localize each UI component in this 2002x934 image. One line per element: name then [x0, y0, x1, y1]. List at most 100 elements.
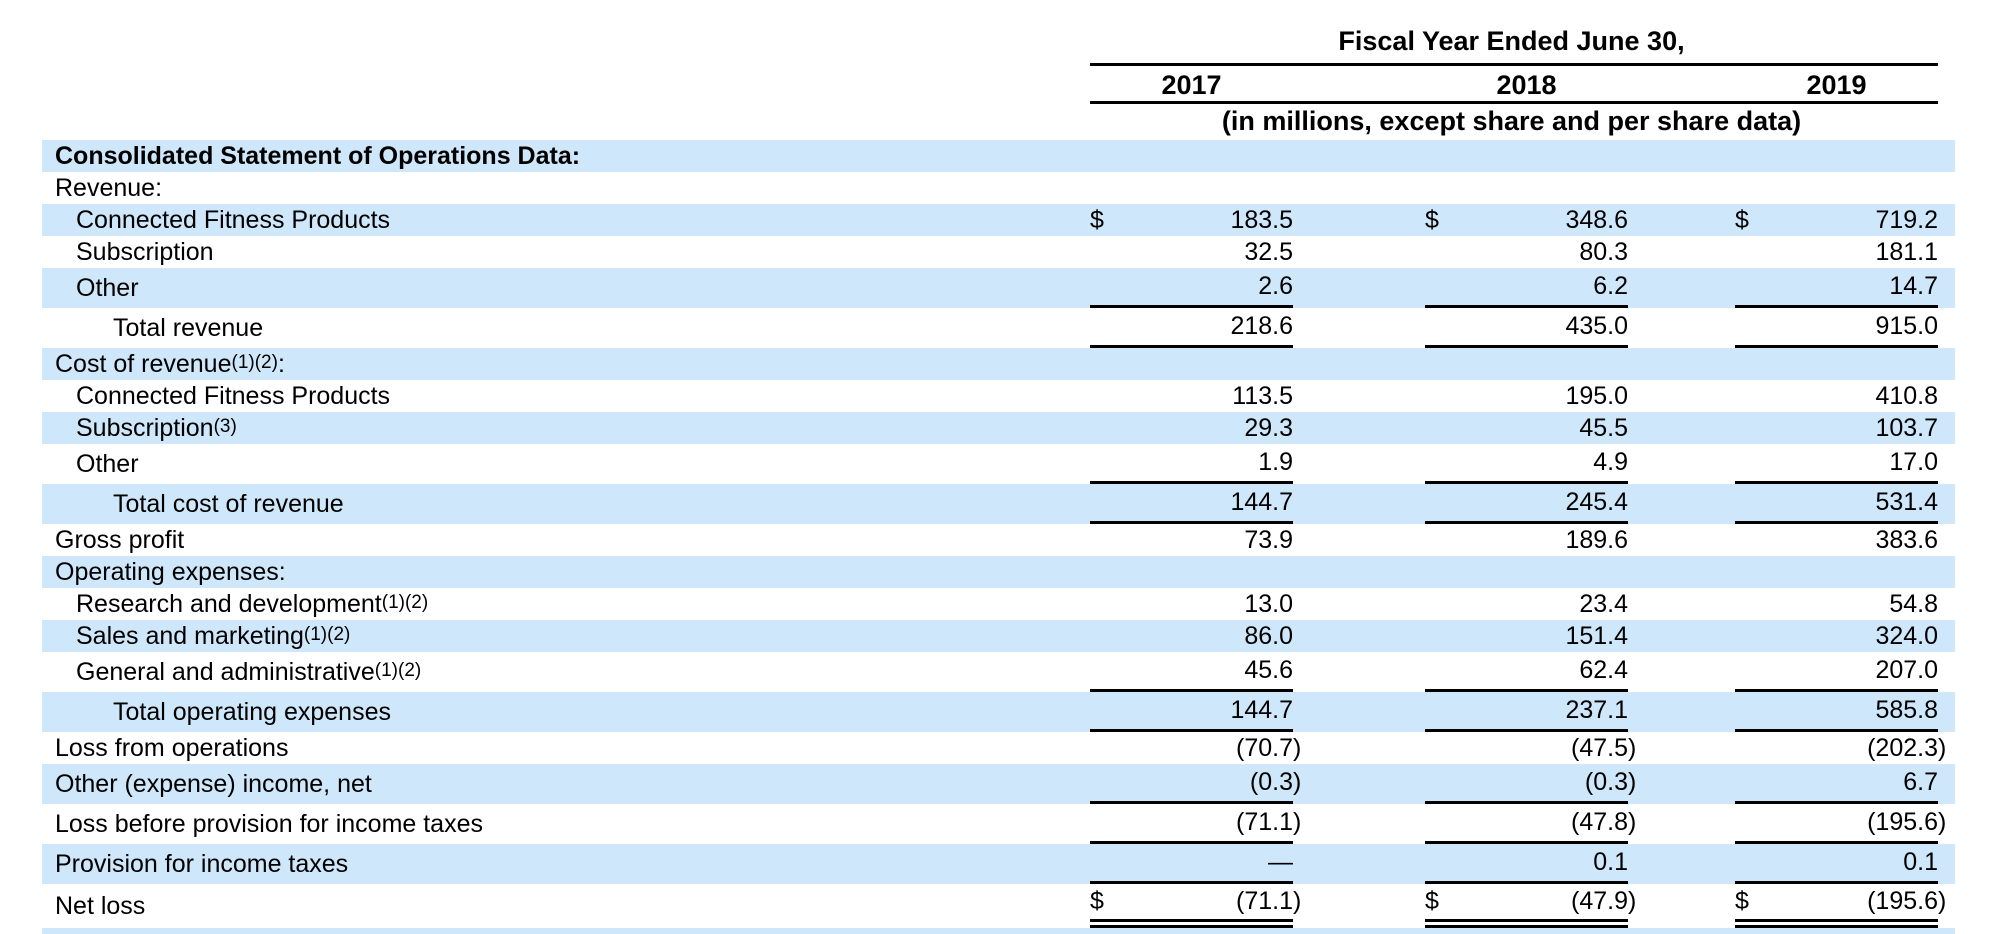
value-cell-2017: 1.9 — [1085, 444, 1310, 484]
value-cell-2018: 45.5 — [1420, 412, 1645, 444]
currency-symbol: $ — [1735, 205, 1749, 234]
column-gap — [1310, 380, 1420, 412]
column-gap — [1310, 692, 1420, 732]
value-box: 0.1 — [1425, 844, 1628, 884]
column-gap — [1645, 140, 1730, 172]
row-label: Sales and marketing (1) (2) — [76, 621, 351, 650]
right-margin — [1955, 380, 2002, 412]
value-box: $ (47.9) — [1425, 884, 1637, 928]
value-cell-2017: 2.6 — [1085, 268, 1310, 308]
value-box: (47.5) — [1425, 732, 1636, 764]
row-label: Subscription — [76, 237, 214, 266]
value-box: — — [1090, 844, 1293, 884]
column-gap — [1645, 308, 1730, 348]
value-box: (202.3) — [1735, 732, 1947, 764]
value-cell-2017: 218.6 — [1085, 308, 1310, 348]
value-box: (71.1) — [1090, 804, 1302, 844]
table-row: Net loss $ (71.1) $ (47.9) $ (195.6) — [0, 884, 2002, 928]
amount-value: 113.5 — [1232, 381, 1293, 410]
value-cell-2017 — [1085, 140, 1310, 172]
column-gap — [1645, 620, 1730, 652]
table-row: Revenue: — [0, 172, 2002, 204]
value-box: (47.8) — [1425, 804, 1636, 844]
value-cell-2019: 0.1 — [1730, 844, 1955, 884]
amount-value: 195.0 — [1565, 381, 1628, 410]
column-gap — [1310, 348, 1420, 380]
table-row: Subscription (3) 29.3 45.5 103.7 — [0, 412, 2002, 444]
value-box: (195.6) — [1735, 804, 1946, 844]
right-margin — [1955, 732, 2002, 764]
value-cell-2018 — [1420, 172, 1645, 204]
column-gap — [1310, 140, 1420, 172]
amount-value: 103.7 — [1875, 413, 1938, 442]
amount-value: 29.3 — [1244, 413, 1293, 442]
value-cell-2019: (195.6) — [1730, 804, 1955, 844]
column-gap — [1645, 380, 1730, 412]
footnote-marker: (1) — [303, 624, 328, 645]
footnote-marker: (2) — [404, 592, 429, 613]
value-cell-2017: 45.6 — [1085, 652, 1310, 692]
year-column-header-2017: 2017 — [1161, 70, 1222, 100]
column-gap — [1645, 692, 1730, 732]
value-cell-2018 — [1420, 140, 1645, 172]
row-label: Gross profit — [55, 525, 185, 554]
amount-value: 151.4 — [1565, 621, 1628, 650]
amount-value: (202.3) — [1867, 733, 1947, 762]
right-margin — [1955, 844, 2002, 884]
column-gap — [1310, 844, 1420, 884]
value-cell-2018: 195.0 — [1420, 380, 1645, 412]
footnote-marker: (1) — [231, 352, 255, 373]
value-cell-2018: 62.4 — [1420, 652, 1645, 692]
table-row: Loss before provision for income taxes (7… — [0, 804, 2002, 844]
table-row: Cost of revenue (1) (2): — [0, 348, 2002, 380]
value-cell-2019 — [1730, 348, 1955, 380]
value-cell-2017: 144.7 — [1085, 692, 1310, 732]
currency-symbol: $ — [1090, 205, 1104, 234]
value-cell-2018: $ (47.9) — [1420, 884, 1645, 928]
value-cell-2019 — [1730, 172, 1955, 204]
value-cell-2017: $183.5 — [1085, 204, 1310, 236]
table-row: Loss from operations (70.7) (47.5) (202.3) — [0, 732, 2002, 764]
row-label: Subscription (3) — [76, 413, 237, 442]
table-row: Other 1.9 4.9 17.0 — [0, 444, 2002, 484]
column-gap — [1645, 172, 1730, 204]
table-body: Consolidated Statement of Operations Dat… — [0, 140, 2002, 928]
column-gap — [1310, 236, 1420, 268]
amount-value: 410.8 — [1875, 381, 1938, 410]
value-box: (0.3) — [1425, 764, 1636, 804]
amount-value: (47.9) — [1571, 887, 1637, 915]
value-cell-2017 — [1085, 556, 1310, 588]
column-gap — [1645, 524, 1730, 556]
value-box: 54.8 — [1735, 588, 1938, 620]
column-gap — [1310, 804, 1420, 844]
value-cell-2018: (0.3) — [1420, 764, 1645, 804]
value-cell-2019: 383.6 — [1730, 524, 1955, 556]
column-gap — [1645, 588, 1730, 620]
value-cell-2019: $719.2 — [1730, 204, 1955, 236]
value-box: 113.5 — [1090, 380, 1293, 412]
column-gap — [1645, 444, 1730, 484]
value-cell-2018: 23.4 — [1420, 588, 1645, 620]
value-box: $ (195.6) — [1735, 884, 1946, 928]
units-note: (in millions, except share and per share… — [1221, 106, 1802, 136]
row-label: Total operating expenses — [113, 697, 391, 726]
value-box: 23.4 — [1425, 588, 1628, 620]
table-row: Connected Fitness Products $183.5 $348.6 $7… — [0, 204, 2002, 236]
value-cell-2019: 531.4 — [1730, 484, 1955, 524]
amount-value: 183.5 — [1230, 205, 1293, 234]
column-gap — [1310, 652, 1420, 692]
value-cell-2019: 585.8 — [1730, 692, 1955, 732]
amount-value: 14.7 — [1889, 272, 1938, 300]
amount-value: 17.0 — [1889, 448, 1938, 476]
right-margin — [1955, 804, 2002, 844]
amount-value: 189.6 — [1565, 525, 1628, 554]
amount-value: (71.1) — [1236, 808, 1302, 836]
value-box: (0.3) — [1090, 764, 1301, 804]
amount-value: 45.5 — [1579, 413, 1628, 442]
amount-value: 218.6 — [1230, 312, 1293, 340]
value-box: 585.8 — [1735, 692, 1938, 732]
right-margin — [1955, 172, 2002, 204]
value-cell-2019: 14.7 — [1730, 268, 1955, 308]
value-cell-2018: 80.3 — [1420, 236, 1645, 268]
